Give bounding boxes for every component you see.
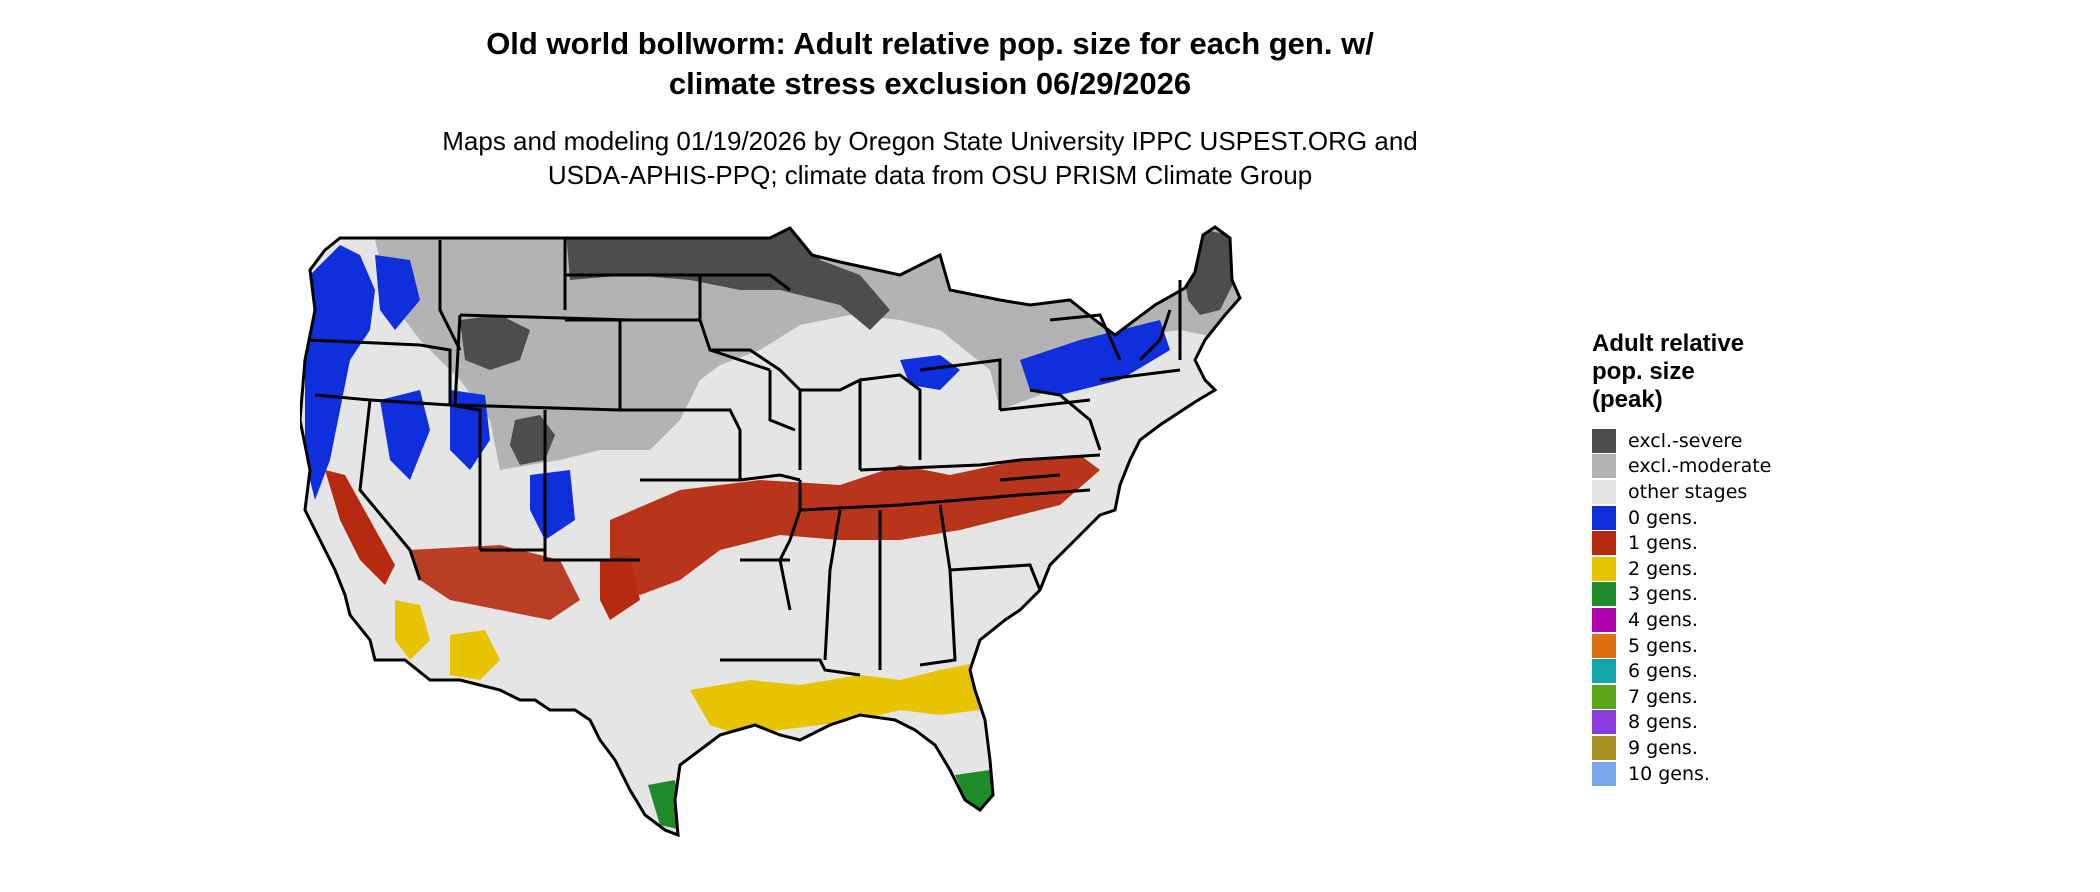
- legend-label: 2 gens.: [1628, 557, 1698, 580]
- map-subtitle: Maps and modeling 01/19/2026 by Oregon S…: [380, 124, 1480, 192]
- legend-label: 8 gens.: [1628, 711, 1698, 734]
- legend-item: 5 gens.: [1592, 633, 1912, 659]
- legend-item: excl.-severe: [1592, 428, 1912, 454]
- legend-item: 2 gens.: [1592, 556, 1912, 582]
- legend-swatch: [1592, 454, 1616, 479]
- zone-0-gens-mi: [900, 355, 960, 390]
- legend-label: 10 gens.: [1628, 762, 1710, 785]
- legend-title-line-2: pop. size: [1592, 358, 1695, 385]
- legend-swatch: [1592, 659, 1616, 684]
- legend-swatch: [1592, 607, 1616, 632]
- zone-0-gens-nw: [305, 245, 375, 500]
- zone-3-gens-fl: [955, 770, 993, 810]
- legend-item: excl.-moderate: [1592, 454, 1912, 480]
- legend-title-line-3: (peak): [1592, 386, 1663, 413]
- legend-item: 3 gens.: [1592, 582, 1912, 608]
- zone-2-gens-az: [450, 630, 500, 680]
- legend-item: 0 gens.: [1592, 505, 1912, 531]
- legend-label: 4 gens.: [1628, 608, 1698, 631]
- map-title: Old world bollworm: Adult relative pop. …: [380, 24, 1480, 104]
- legend-swatch: [1592, 633, 1616, 658]
- legend-item: other stages: [1592, 479, 1912, 505]
- zone-0-gens-ne: [1020, 320, 1170, 395]
- legend-swatch: [1592, 531, 1616, 556]
- zone-1-gens-ca: [325, 470, 395, 585]
- legend-label: 7 gens.: [1628, 685, 1698, 708]
- legend-label: 1 gens.: [1628, 532, 1698, 555]
- legend-item: 6 gens.: [1592, 658, 1912, 684]
- legend-item: 8 gens.: [1592, 710, 1912, 736]
- zone-excl-severe-wy: [460, 315, 530, 370]
- legend-item: 7 gens.: [1592, 684, 1912, 710]
- legend-label: 5 gens.: [1628, 634, 1698, 657]
- zone-1-gens-south-band: [610, 455, 1100, 595]
- legend-swatch: [1592, 505, 1616, 530]
- legend-swatch: [1592, 710, 1616, 735]
- zone-1-gens-sw: [410, 545, 580, 620]
- zone-0-gens-id: [375, 255, 420, 330]
- legend-title-line-1: Adult relative: [1592, 330, 1745, 357]
- legend-swatch: [1592, 735, 1616, 760]
- map-subtitle-line-1: Maps and modeling 01/19/2026 by Oregon S…: [442, 126, 1418, 156]
- zone-0-gens-nv: [380, 390, 430, 480]
- legend-label: excl.-moderate: [1628, 455, 1772, 478]
- legend: Adult relative pop. size (peak) excl.-se…: [1592, 330, 1912, 786]
- legend-item: 10 gens.: [1592, 761, 1912, 787]
- legend-swatch: [1592, 761, 1616, 786]
- legend-item: 9 gens.: [1592, 735, 1912, 761]
- legend-title: Adult relative pop. size (peak): [1592, 330, 1912, 414]
- legend-label: other stages: [1628, 480, 1748, 503]
- legend-item: 4 gens.: [1592, 607, 1912, 633]
- legend-swatch: [1592, 684, 1616, 709]
- legend-swatch: [1592, 582, 1616, 607]
- legend-swatch: [1592, 556, 1616, 581]
- legend-items: excl.-severe excl.-moderate other stages 0 …: [1592, 428, 1912, 786]
- legend-label: 3 gens.: [1628, 583, 1698, 606]
- zone-3-gens-tx: [648, 780, 682, 830]
- zone-0-gens-nm: [530, 470, 575, 540]
- zone-2-gens-gulf: [690, 660, 1000, 735]
- legend-label: 6 gens.: [1628, 660, 1698, 683]
- legend-label: 0 gens.: [1628, 506, 1698, 529]
- legend-label: excl.-severe: [1628, 429, 1743, 452]
- zone-1-gens-tx-west: [600, 555, 640, 620]
- map-title-line-2: climate stress exclusion 06/29/2026: [668, 66, 1192, 101]
- legend-label: 9 gens.: [1628, 736, 1698, 759]
- map-title-line-1: Old world bollworm: Adult relative pop. …: [486, 26, 1374, 61]
- map-subtitle-line-2: USDA-APHIS-PPQ; climate data from OSU PR…: [547, 160, 1313, 190]
- legend-swatch: [1592, 428, 1616, 453]
- us-map-svg: [300, 225, 1242, 838]
- legend-item: 1 gens.: [1592, 530, 1912, 556]
- legend-swatch: [1592, 479, 1616, 504]
- zone-2-gens-ca-desert: [395, 600, 430, 660]
- us-map: [300, 220, 1550, 890]
- state-boundaries: [300, 225, 1242, 838]
